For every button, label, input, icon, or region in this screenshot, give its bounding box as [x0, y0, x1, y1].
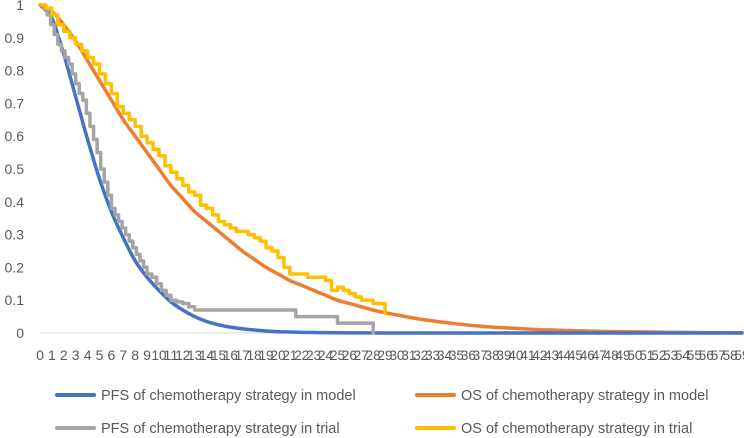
x-tick-label: 21 [282, 347, 297, 363]
x-tick-label: 0 [36, 347, 44, 363]
x-tick-label: 38 [485, 347, 500, 363]
series-line-pfs-of-chemotherapy-strategy-in-trial [38, 3, 375, 335]
x-tick-label: 11 [163, 347, 178, 363]
y-tick-label: 0.8 [5, 63, 25, 79]
legend-label: OS of chemotherapy strategy in trial [461, 421, 692, 437]
y-tick-label: 0.6 [5, 128, 25, 144]
x-tick-label: 39 [497, 347, 512, 363]
y-tick-label: 0.1 [5, 292, 25, 308]
x-tick-label: 40 [508, 347, 523, 363]
x-tick-label: 7 [119, 347, 127, 363]
x-tick-label: 24 [318, 347, 333, 363]
x-tick-label: 3 [72, 347, 80, 363]
y-axis-ticks: 0 0.1 0.2 0.3 0.4 0.5 0.6 0.7 0.8 0.9 1 [5, 0, 25, 341]
x-tick-label: 35 [449, 347, 464, 363]
legend-label: PFS of chemotherapy strategy in trial [101, 421, 340, 437]
x-tick-label: 50 [627, 347, 642, 363]
series-line-pfs-of-chemotherapy-strategy-in-model [38, 3, 744, 335]
x-tick-label: 51 [639, 347, 654, 363]
series-line-os-of-chemotherapy-strategy-in-trial [38, 3, 387, 316]
x-tick-label: 23 [306, 347, 321, 363]
x-tick-label: 6 [107, 347, 115, 363]
x-tick-label: 42 [532, 347, 547, 363]
x-tick-label: 47 [592, 347, 607, 363]
y-tick-label: 0 [16, 325, 24, 341]
x-tick-label: 4 [84, 347, 92, 363]
y-tick-label: 0.5 [5, 161, 25, 177]
y-tick-label: 1 [16, 0, 24, 13]
x-axis-ticks: 0 1 2 3 4 5 6 7 8 9 101112131415161718192021222324… [36, 347, 744, 363]
x-tick-label: 2 [60, 347, 68, 363]
x-tick-label: 8 [131, 347, 139, 363]
legend-label: OS of chemotherapy strategy in model [461, 388, 708, 404]
x-tick-label: 32 [413, 347, 428, 363]
x-tick-label: 30 [389, 347, 404, 363]
x-tick-label: 28 [366, 347, 381, 363]
x-tick-label: 56 [699, 347, 714, 363]
x-tick-label: 58 [723, 347, 738, 363]
x-tick-label: 12 [175, 347, 190, 363]
x-tick-label: 57 [711, 347, 726, 363]
x-tick-label: 27 [354, 347, 369, 363]
y-tick-label: 0.2 [5, 259, 25, 275]
x-tick-label: 37 [473, 347, 488, 363]
x-tick-label: 34 [437, 347, 452, 363]
x-tick-label: 31 [401, 347, 416, 363]
x-tick-label: 46 [580, 347, 595, 363]
x-tick-label: 48 [604, 347, 619, 363]
x-tick-label: 20 [270, 347, 285, 363]
x-tick-label: 18 [247, 347, 262, 363]
x-tick-label: 19 [259, 347, 274, 363]
x-tick-label: 45 [568, 347, 583, 363]
x-tick-label: 16 [223, 347, 238, 363]
x-tick-label: 9 [143, 347, 151, 363]
x-tick-label: 59 [735, 347, 744, 363]
x-tick-label: 25 [330, 347, 345, 363]
x-tick-label: 15 [211, 347, 226, 363]
legend-label: PFS of chemotherapy strategy in model [101, 388, 356, 404]
x-tick-label: 13 [187, 347, 202, 363]
x-tick-label: 1 [48, 347, 56, 363]
x-tick-label: 33 [425, 347, 440, 363]
x-tick-label: 41 [520, 347, 535, 363]
x-tick-label: 44 [556, 347, 571, 363]
legend: PFS of chemotherapy strategy in model OS … [55, 388, 708, 437]
x-tick-label: 29 [378, 347, 393, 363]
series-lines [38, 3, 744, 335]
x-tick-label: 26 [342, 347, 357, 363]
y-tick-label: 0.3 [5, 227, 25, 243]
x-tick-label: 22 [294, 347, 309, 363]
x-tick-label: 10 [151, 347, 166, 363]
y-tick-label: 0.4 [5, 194, 25, 210]
series-line-os-of-chemotherapy-strategy-in-model [38, 3, 744, 335]
x-tick-label: 54 [675, 347, 690, 363]
x-tick-label: 36 [461, 347, 476, 363]
x-tick-label: 55 [687, 347, 702, 363]
x-tick-label: 5 [96, 347, 104, 363]
x-tick-label: 14 [199, 347, 214, 363]
x-tick-label: 49 [616, 347, 631, 363]
x-tick-label: 43 [544, 347, 559, 363]
x-tick-label: 53 [663, 347, 678, 363]
x-tick-label: 17 [235, 347, 250, 363]
y-tick-label: 0.7 [5, 95, 25, 111]
x-tick-label: 52 [651, 347, 666, 363]
y-tick-label: 0.9 [5, 30, 25, 46]
